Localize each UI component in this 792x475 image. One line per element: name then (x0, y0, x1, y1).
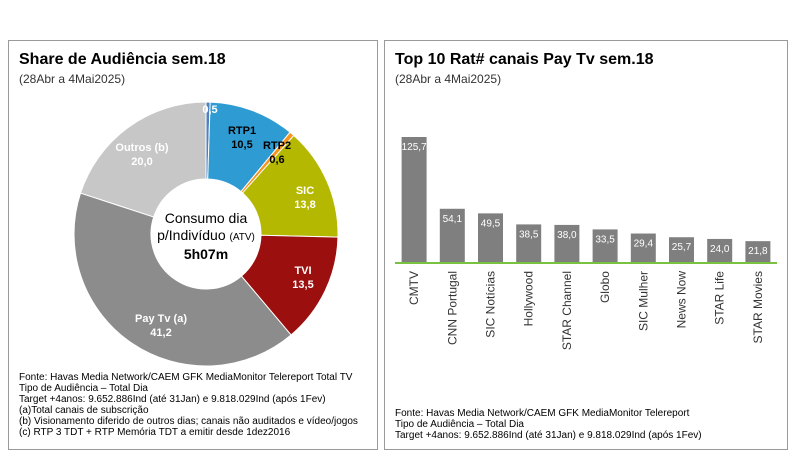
bar-chart-title: Top 10 Rat# canais Pay Tv sem.18 (395, 51, 654, 68)
share-audiencia-panel: Share de Audiência sem.18 (28Abr a 4Mai2… (8, 40, 378, 450)
center-label-line2: p/Indivíduo (ATV) (157, 227, 255, 243)
bar-value-label: 125,7 (402, 142, 427, 153)
center-label-line1: Consumo dia (165, 210, 248, 226)
pie-notes: Fonte: Havas Media Network/CAEM GFK Medi… (19, 372, 358, 438)
bar-star-life (707, 238, 733, 263)
bar-value-label: 33,5 (595, 234, 615, 245)
bar-value-label: 54,1 (443, 214, 463, 225)
bar-sic-not-cias (478, 213, 503, 263)
bar-category-label: STAR Channel (560, 271, 574, 350)
pie-slice-label: RTP2 (263, 140, 291, 152)
note-line: Fonte: Havas Media Network/CAEM GFK Medi… (395, 408, 690, 419)
note-line: Fonte: Havas Media Network/CAEM GFK Medi… (19, 372, 353, 383)
pie-slice-value: 0,5 (202, 104, 217, 116)
note-line: Target +4anos: 9.652.886Ind (até 31Jan) … (395, 430, 702, 441)
bar-star-channel (554, 224, 580, 263)
pie-slice-value: 13,8 (294, 199, 315, 211)
note-line: Tipo de Audiência – Total Dia (19, 383, 148, 394)
bar-chart-subtitle: (28Abr a 4Mai2025) (395, 72, 502, 86)
pie-slice-value: 0,6 (269, 154, 284, 166)
bar-category-label: STAR Movies (751, 271, 765, 343)
bar-sic-mulher (630, 233, 656, 263)
pie-slice-label: Outros (b) (115, 142, 168, 154)
note-line: Tipo de Audiência – Total Dia (395, 419, 524, 430)
bar-cmtv (401, 137, 427, 263)
bar-chart: 125,7 54,1 49,5 38,5 38,0 33,5 29,4 25,7 24,0 21,… (395, 137, 777, 350)
pie-slice-value: 13,5 (292, 279, 313, 291)
pie-slice-value: 20,0 (131, 156, 152, 168)
pie-center-hole (151, 179, 261, 289)
bar-value-label: 49,5 (481, 218, 501, 229)
pie-chart-subtitle: (28Abr a 4Mai2025) (19, 72, 126, 86)
bar-value-label: 29,4 (634, 239, 654, 250)
note-line: (b) Visionamento diferido de outros dias… (19, 416, 358, 427)
note-line: (c) RTP 3 TDT + RTP Memória TDT a emitir… (19, 427, 291, 438)
bar-value-label: 24,0 (710, 244, 730, 255)
bar-value-label: 38,0 (557, 230, 577, 241)
pie-chart: Consumo dia p/Indivíduo (ATV) 5h07m TDT … (73, 90, 339, 367)
pie-slice-label: Pay Tv (a) (135, 313, 187, 325)
bar-value-label: 21,8 (748, 246, 768, 257)
pie-chart-title: Share de Audiência sem.18 (19, 51, 226, 68)
note-line: (a)Total canais de subscrição (19, 405, 149, 416)
pie-slice-value: 10,5 (231, 139, 252, 151)
bar-hollywood (516, 224, 542, 263)
pie-slice-label: TDT (c) (191, 90, 229, 102)
bar-value-label: 25,7 (672, 242, 692, 253)
bar-value-label: 38,5 (519, 229, 539, 240)
bar-category-label: News Now (675, 271, 689, 329)
center-value: 5h07m (184, 246, 228, 262)
bar-notes: Fonte: Havas Media Network/CAEM GFK Medi… (395, 408, 702, 441)
bar-category-label: Globo (598, 271, 612, 303)
bar-globo (592, 229, 618, 263)
bar-cnn-portugal (439, 208, 465, 263)
bar-news-now (669, 237, 694, 263)
pie-slice-label: SIC (296, 185, 314, 197)
pie-slice-outros-b (79, 101, 207, 218)
bar-category-label: STAR Life (713, 271, 727, 325)
bar-category-label: SIC Notícias (484, 271, 498, 338)
bar-category-label: CNN Portugal (445, 271, 459, 345)
pie-slice-value: 41,2 (150, 327, 171, 339)
top10-panel: Top 10 Rat# canais Pay Tv sem.18 (28Abr … (384, 40, 788, 450)
note-line: Target +4anos: 9.652.886Ind (até 31Jan) … (19, 394, 326, 405)
bar-category-label: CMTV (407, 271, 421, 305)
bar-category-label: SIC Mulher (636, 271, 650, 331)
pie-slice-label: RTP1 (228, 125, 256, 137)
bar-star-movies (745, 241, 771, 263)
pie-slice-label: TVI (294, 265, 311, 277)
bar-category-label: Hollywood (522, 271, 536, 326)
pie-slice-pay-tv-a (73, 192, 292, 367)
